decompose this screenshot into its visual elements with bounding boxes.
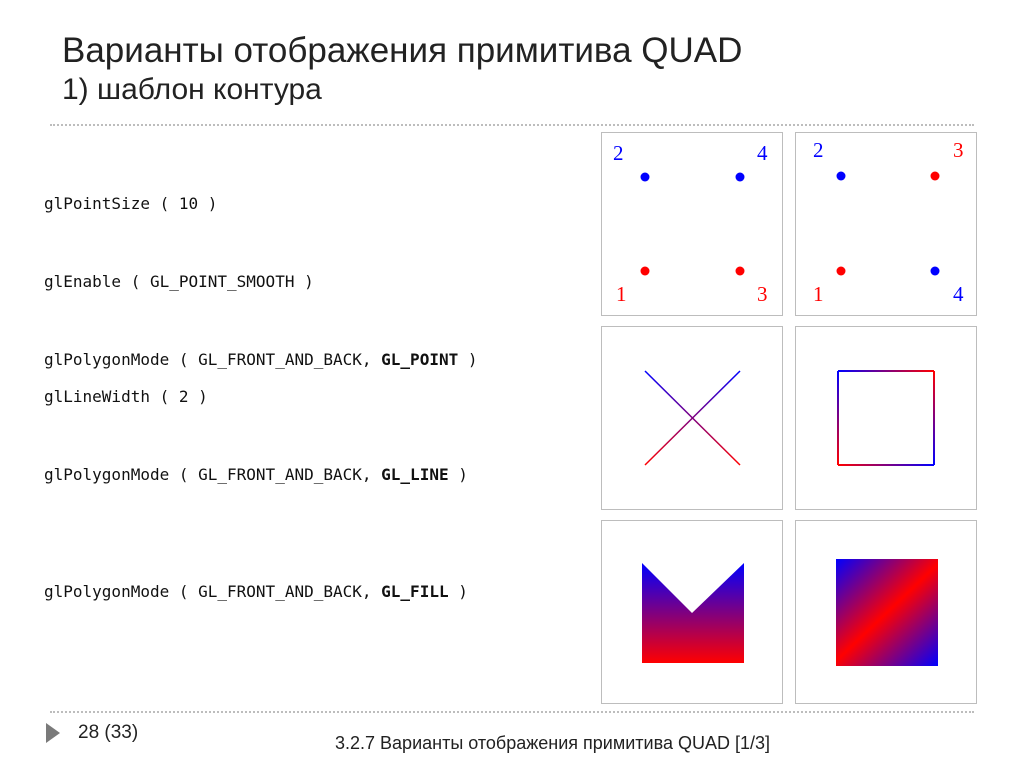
panel-lines-square <box>795 326 977 510</box>
panel-lines-bowtie <box>601 326 783 510</box>
vertex-point <box>735 172 745 182</box>
filled-polygon <box>642 563 744 663</box>
square-outline-figure <box>837 370 935 466</box>
filled-polygon <box>836 559 938 666</box>
vertex-point <box>640 266 650 276</box>
top-divider <box>50 124 974 126</box>
panel-points-square-order: 2 3 1 4 <box>795 132 977 316</box>
edge-line <box>644 370 741 466</box>
next-slide-arrow-icon[interactable] <box>46 723 60 743</box>
vertex-point <box>930 266 940 276</box>
code-line: glEnable ( GL_POINT_SMOOTH ) <box>44 272 314 291</box>
vertex-label-2: 2 <box>613 141 624 165</box>
vertex-label-4: 4 <box>757 141 768 165</box>
vertex-label-3: 3 <box>953 138 964 162</box>
vertex-point <box>836 266 846 276</box>
code-block-lines: glLineWidth ( 2 ) glPolygonMode ( GL_FRO… <box>44 332 468 514</box>
slide-subtitle: 1) шаблон контура <box>62 73 322 106</box>
vertex-label-3: 3 <box>757 282 768 306</box>
vertex-point <box>836 171 846 181</box>
panel-fill-bowtie <box>601 520 783 704</box>
page-number: 28 (33) <box>78 722 139 743</box>
bottom-divider <box>50 711 974 713</box>
code-block-fill: glPolygonMode ( GL_FRONT_AND_BACK, GL_FI… <box>44 527 468 631</box>
points-figure-right: 2 3 1 4 <box>813 138 964 306</box>
code-line: glPolygonMode ( GL_FRONT_AND_BACK, GL_LI… <box>44 465 468 484</box>
bowtie-filled-figure <box>642 563 744 663</box>
code-line: glLineWidth ( 2 ) <box>44 387 208 406</box>
code-line: glPolygonMode ( GL_FRONT_AND_BACK, GL_FI… <box>44 582 468 601</box>
panel-fill-square <box>795 520 977 704</box>
bowtie-outline-figure <box>644 370 741 466</box>
vertex-point <box>640 172 650 182</box>
vertex-label-4: 4 <box>953 282 964 306</box>
panel-points-bowtie-order: 2 4 1 3 <box>601 132 783 316</box>
code-line: glPointSize ( 10 ) <box>44 194 218 213</box>
vertex-point <box>735 266 745 276</box>
code-block-points: glPointSize ( 10 ) glEnable ( GL_POINT_S… <box>44 139 477 399</box>
slide-title: Варианты отображения примитива QUAD <box>62 31 743 70</box>
square-filled-figure <box>836 559 938 666</box>
vertex-label-1: 1 <box>616 282 627 306</box>
vertex-point <box>930 171 940 181</box>
code-line: glPolygonMode ( GL_FRONT_AND_BACK, GL_PO… <box>44 350 478 369</box>
footer-caption: 3.2.7 Варианты отображения примитива QUA… <box>335 733 770 753</box>
vertex-label-1: 1 <box>813 282 824 306</box>
vertex-label-2: 2 <box>813 138 824 162</box>
points-figure-left: 2 4 1 3 <box>613 141 768 306</box>
